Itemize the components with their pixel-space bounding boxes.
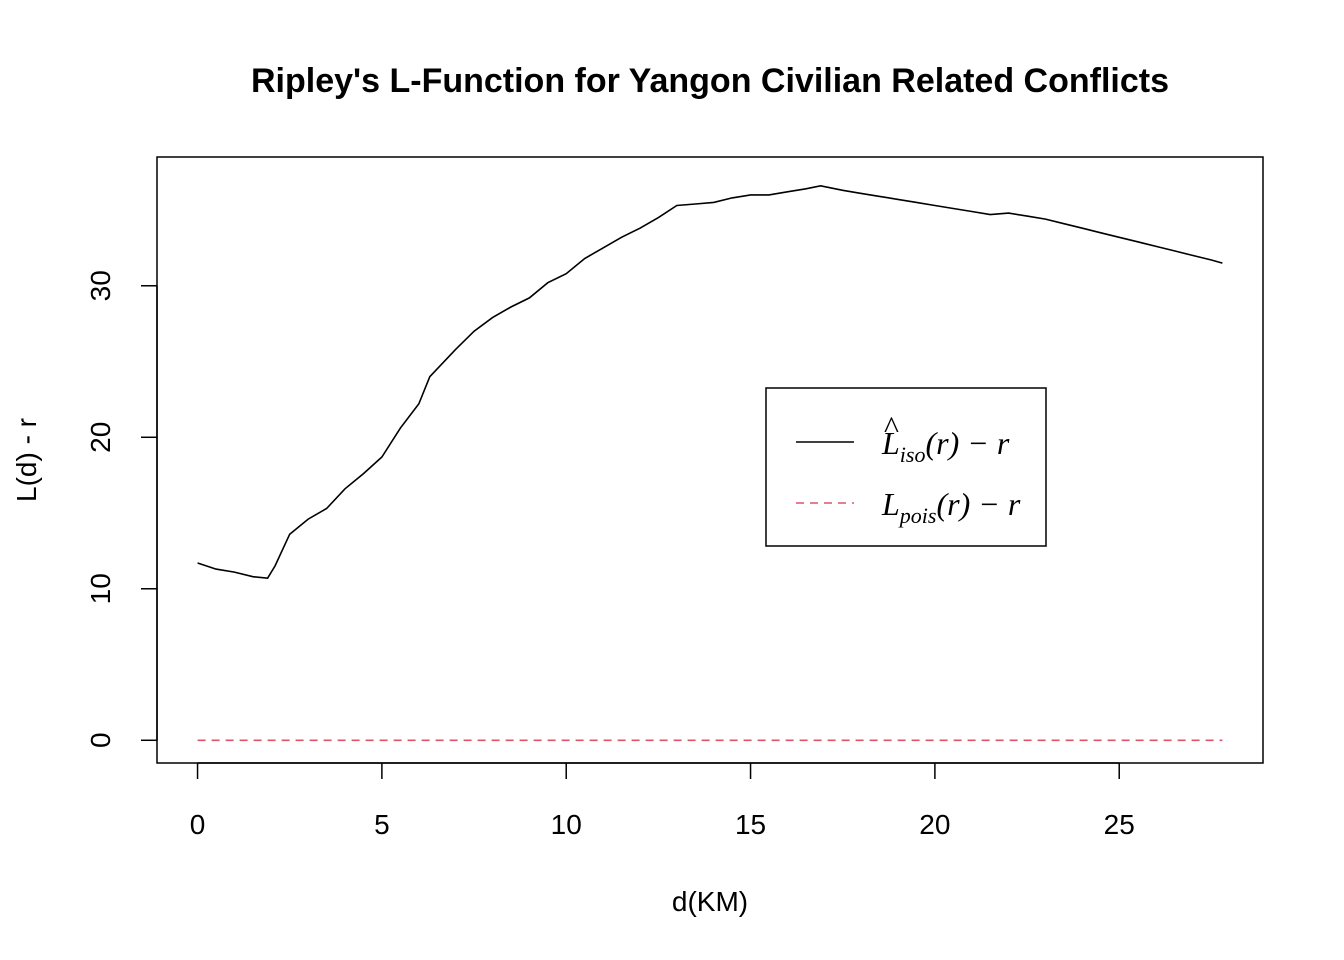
x-tick-label: 0 <box>190 809 206 840</box>
y-tick-label: 30 <box>85 270 116 301</box>
legend-entries: Liso(r) − r^ Lpois(r) − r <box>796 409 1021 528</box>
chart-title: Ripley's L-Function for Yangon Civilian … <box>251 62 1169 100</box>
series-line-0 <box>197 184 1223 580</box>
y-axis: 0 10 20 30 <box>85 270 158 748</box>
legend-label-1: Lpois(r) − r <box>881 486 1021 528</box>
legend-label-0: Liso(r) − r <box>881 425 1010 467</box>
plot-frame <box>156 156 1264 764</box>
y-tick-label: 20 <box>85 422 116 453</box>
y-tick-label: 0 <box>85 732 116 748</box>
series-layer <box>197 184 1223 742</box>
y-axis-label: L(d) - r <box>11 418 42 502</box>
x-tick-label: 15 <box>735 809 766 840</box>
x-tick-label: 25 <box>1104 809 1135 840</box>
x-tick-label: 10 <box>551 809 582 840</box>
legend-box <box>765 387 1047 547</box>
x-tick-label: 20 <box>919 809 950 840</box>
x-tick-label: 5 <box>374 809 390 840</box>
legend: Liso(r) − r^ Lpois(r) − r <box>765 387 1047 547</box>
y-tick-label: 10 <box>85 573 116 604</box>
legend-hat-0: ^ <box>883 409 899 445</box>
x-axis: 0 5 10 15 20 25 <box>190 762 1135 840</box>
x-axis-label: d(KM) <box>672 886 748 917</box>
